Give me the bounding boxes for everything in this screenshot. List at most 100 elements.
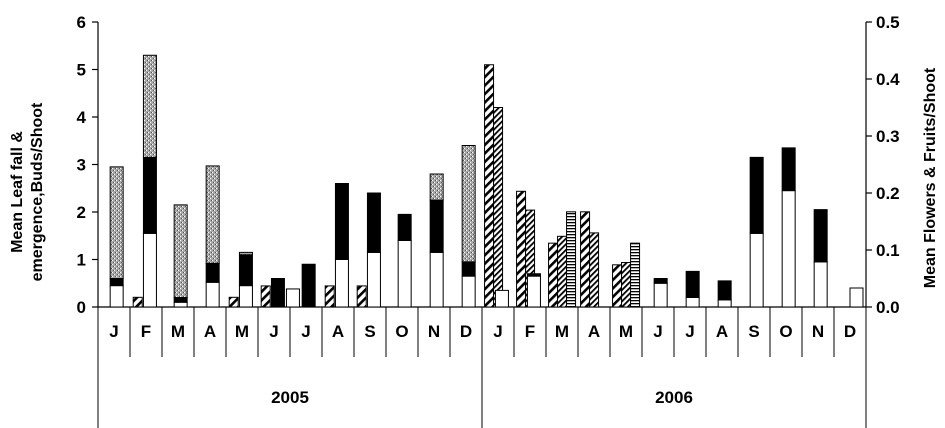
bar-black — [781, 147, 796, 192]
x-tick-label-month: M — [555, 322, 569, 341]
y-axis-title-right: Mean Flowers & Fruits/Shoot — [922, 67, 939, 288]
x-tick-label-month: A — [716, 322, 728, 341]
bar-diagonal-hatch — [324, 285, 335, 308]
x-tick-label-month: M — [619, 322, 633, 341]
y-tick-label-right: 0.5 — [876, 13, 900, 32]
y-tick-label-right: 0.2 — [876, 184, 900, 203]
bar-diagonal-hatch — [612, 264, 623, 308]
bar-white — [397, 240, 412, 308]
x-tick-label-month: J — [493, 322, 502, 341]
bar-white — [142, 232, 157, 308]
bar-dense-diagonal-hatch — [589, 232, 600, 308]
x-tick-label-month: F — [525, 322, 535, 341]
y-tick-label-right: 0.0 — [876, 298, 900, 317]
y-tick-label-right: 0.3 — [876, 127, 900, 146]
bar-white — [494, 289, 509, 308]
axes — [92, 21, 872, 428]
x-tick-label-month: A — [588, 322, 600, 341]
y-tick-label-left: 2 — [77, 203, 86, 222]
y-tick-label-left: 0 — [77, 298, 86, 317]
bar-plain-white — [285, 288, 300, 308]
bar-white — [429, 251, 444, 308]
bar-stippled — [142, 54, 157, 158]
bar-horizontal-stripes — [630, 242, 641, 308]
bar-black — [526, 273, 541, 277]
y-tick-label-right: 0.4 — [876, 70, 900, 89]
bar-diagonal-hatch — [228, 296, 239, 308]
bar-white — [366, 251, 381, 308]
bar-black — [397, 213, 412, 241]
bar-diagonal-hatch — [484, 64, 495, 308]
x-tick-label-month: D — [460, 322, 472, 341]
bar-white — [334, 259, 349, 308]
bar-black — [238, 254, 253, 287]
bar-white — [109, 285, 124, 308]
x-tick-label-month: J — [685, 322, 694, 341]
bar-stippled — [429, 173, 444, 201]
y-tick-label-left: 5 — [77, 61, 86, 80]
bar-black — [717, 280, 732, 301]
bar-diagonal-hatch — [516, 190, 527, 308]
bar-white — [238, 285, 253, 308]
x-tick-label-month: M — [171, 322, 185, 341]
x-tick-label-month: S — [364, 322, 375, 341]
bar-black — [334, 183, 349, 260]
y-tick-label-right: 0.1 — [876, 241, 900, 260]
y-tick-label-left: 3 — [77, 156, 86, 175]
bar-black — [749, 156, 764, 234]
x-tick-label-year: 2005 — [271, 388, 309, 407]
bar-dense-diagonal-hatch — [557, 235, 568, 308]
bar-stippled — [205, 165, 220, 264]
x-tick-label-month: J — [269, 322, 278, 341]
y-tick-label-left: 1 — [77, 251, 86, 270]
x-tick-label-year: 2006 — [655, 388, 693, 407]
y-tick-label-left: 6 — [77, 13, 86, 32]
x-tick-label-month: J — [109, 322, 118, 341]
bar-white — [173, 301, 188, 308]
bar-stippled — [238, 251, 253, 256]
x-tick-label-month: O — [395, 322, 408, 341]
bar-white — [461, 275, 476, 308]
bar-black — [301, 263, 316, 308]
bar-black — [653, 278, 668, 284]
bar-diagonal-hatch — [580, 211, 591, 308]
bar-stippled — [461, 145, 476, 263]
bar-black — [205, 262, 220, 283]
bar-dense-diagonal-hatch — [493, 107, 504, 308]
y-axis-title-left-line2: emergence,Buds/Shoot — [29, 102, 46, 281]
bar-black — [270, 278, 285, 308]
bar-white — [653, 282, 668, 308]
bar-black — [142, 156, 157, 234]
x-tick-label-month: F — [141, 322, 151, 341]
x-tick-label-month: J — [653, 322, 662, 341]
x-tick-label-month: A — [332, 322, 344, 341]
bar-black — [429, 199, 444, 253]
bar-white — [749, 232, 764, 308]
bar-white — [813, 261, 828, 308]
bar-white — [717, 299, 732, 308]
bar-horizontal-stripes — [566, 211, 577, 308]
bar-diagonal-hatch — [548, 242, 559, 308]
bar-stippled — [173, 204, 188, 298]
y-tick-label-left: 4 — [77, 108, 87, 127]
bar-white — [526, 275, 541, 308]
x-tick-label-month: D — [844, 322, 856, 341]
x-tick-label-month: M — [235, 322, 249, 341]
bar-black — [813, 209, 828, 263]
bar-black — [685, 270, 700, 298]
x-tick-label-month: J — [301, 322, 310, 341]
bars — [109, 54, 864, 308]
bar-stippled — [109, 166, 124, 279]
bar-diagonal-hatch — [132, 296, 143, 308]
x-tick-label-month: A — [204, 322, 216, 341]
bar-plain-white — [849, 287, 864, 308]
bar-white — [205, 281, 220, 308]
x-tick-label-month: S — [748, 322, 759, 341]
x-tick-label-month: N — [428, 322, 440, 341]
bar-diagonal-hatch — [356, 285, 367, 308]
y-axis-title-left-line1: Mean Leaf fall & — [9, 131, 26, 253]
bar-black — [366, 192, 381, 253]
bar-black — [109, 278, 124, 287]
